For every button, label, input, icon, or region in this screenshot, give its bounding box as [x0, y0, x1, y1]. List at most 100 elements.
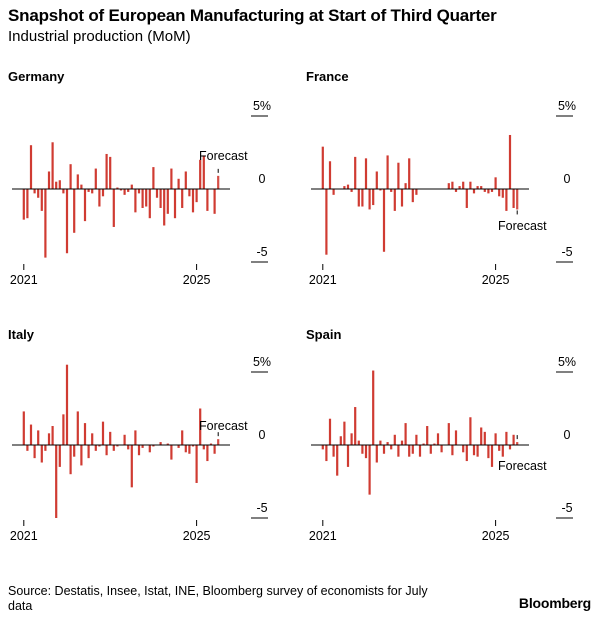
germany-bar [112, 189, 115, 227]
germany-bar [33, 189, 36, 194]
france-bar [375, 171, 378, 189]
germany-bar [80, 184, 83, 189]
italy-bar [137, 445, 141, 456]
italy-y-tick-label: -5 [256, 501, 267, 515]
germany-panel-title: Germany [8, 69, 65, 84]
germany-bar [83, 189, 87, 222]
italy-bar [109, 431, 112, 445]
france-bar [393, 189, 396, 211]
italy-bar [29, 424, 33, 445]
france-bar [357, 189, 360, 207]
italy-forecast-bar [217, 439, 220, 445]
spain-bar [462, 445, 465, 453]
germany-bar [109, 156, 112, 189]
germany-forecast-bar [217, 175, 220, 189]
germany-bar [195, 189, 198, 203]
germany-bar [145, 189, 148, 207]
spain-bar [368, 445, 371, 495]
spain-y-tick-label: 5% [558, 355, 576, 369]
germany-bar [69, 164, 72, 189]
germany-bar [55, 181, 58, 189]
italy-bar [152, 445, 155, 447]
italy-bar [101, 421, 105, 445]
france-bar [328, 161, 332, 189]
italy-bar [98, 445, 101, 447]
italy-bar [116, 445, 119, 447]
spain-bar [426, 426, 429, 445]
germany-x-tick-label: 2025 [183, 273, 211, 287]
france-bar [483, 189, 486, 192]
germany-y-tick-label: -5 [256, 245, 267, 259]
spain-bar [343, 421, 346, 445]
source-note: Source: Destatis, Insee, Istat, INE, Blo… [8, 584, 428, 613]
spain-panel-title: Spain [306, 327, 341, 342]
germany-bar [127, 189, 130, 192]
france-bar [368, 189, 371, 210]
spain-bar [447, 423, 450, 445]
italy-bar [87, 445, 90, 459]
france-x-tick-label: 2025 [482, 273, 510, 287]
germany-bar [76, 174, 79, 189]
italy-bar [91, 433, 94, 445]
italy-bar [62, 414, 65, 445]
france-bar [447, 183, 450, 189]
spain-bar [372, 370, 375, 445]
france-bar [451, 181, 454, 189]
italy-bar [123, 434, 126, 445]
italy-bar [94, 445, 97, 451]
spain-bar [440, 445, 443, 453]
italy-forecast-annotation: Forecast [199, 419, 248, 433]
france-bar [494, 177, 497, 189]
germany-y-tick-label: 5% [253, 99, 271, 113]
chart-subtitle: Industrial production (MoM) [8, 28, 191, 45]
france-forecast-bar [516, 189, 519, 210]
germany-bar [141, 189, 144, 208]
germany-bar [159, 189, 162, 208]
italy-bar [47, 433, 51, 445]
germany-bar [87, 189, 90, 192]
italy-bar [202, 445, 205, 450]
france-bar [415, 189, 418, 195]
spain-x-tick-label: 2025 [482, 529, 510, 543]
france-bar [343, 186, 346, 189]
spain-bar [436, 433, 440, 445]
germany-bar [184, 171, 187, 189]
italy-bar [170, 445, 173, 460]
italy-bar [191, 445, 195, 447]
spain-bar [494, 433, 497, 445]
germany-bar [98, 189, 101, 207]
france-bar [379, 189, 382, 191]
italy-y-tick-label: 0 [259, 428, 266, 442]
italy-bar [26, 445, 29, 451]
italy-bar [199, 408, 202, 445]
spain-bar [490, 445, 494, 467]
italy-bar [213, 445, 216, 454]
germany-bar [37, 189, 40, 198]
italy-bar [44, 445, 47, 451]
italy-bar [130, 445, 133, 488]
germany-bar [152, 167, 155, 189]
germany-y-tick-label: 0 [259, 172, 266, 186]
germany-bar [123, 189, 126, 195]
germany-bar [94, 168, 97, 189]
italy-bar [80, 445, 83, 466]
france-bar [350, 189, 353, 192]
italy-bar [33, 445, 36, 459]
france-bar [397, 162, 400, 189]
germany-bar [213, 189, 216, 214]
france-bar [372, 189, 375, 206]
spain-bar [332, 445, 335, 457]
germany-bar [170, 168, 173, 189]
spain-bar [476, 445, 479, 457]
italy-y-tick-label: 5% [253, 355, 271, 369]
italy-bar [206, 445, 209, 462]
italy-bar [177, 445, 180, 448]
germany-bar [73, 189, 76, 233]
spain-bar [397, 445, 400, 457]
france-bar [498, 189, 501, 197]
france-bar [501, 189, 504, 198]
france-bar [458, 186, 461, 189]
spain-bar [350, 433, 353, 445]
spain-bar [487, 445, 490, 459]
